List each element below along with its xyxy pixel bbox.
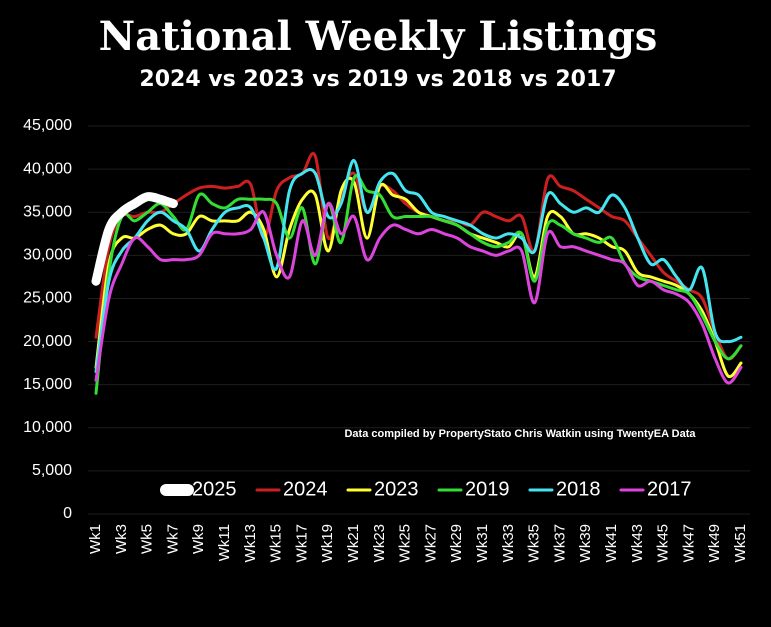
y-tick-label: 35,000 <box>23 203 72 220</box>
y-tick-label: 40,000 <box>23 160 72 177</box>
x-tick-label: Wk11 <box>216 524 233 561</box>
series-line <box>94 176 743 379</box>
series-line <box>94 174 743 395</box>
legend-label: 2018 <box>556 478 601 500</box>
y-tick-label: 25,000 <box>23 290 72 307</box>
y-tick-label: 5,000 <box>32 462 72 479</box>
series-line <box>94 202 743 385</box>
x-tick-label: Wk45 <box>655 524 672 562</box>
x-tick-label: Wk15 <box>268 524 285 562</box>
legend-label: 2025 <box>192 478 237 500</box>
y-tick-label: 45,000 <box>23 117 72 134</box>
x-tick-label: Wk51 <box>732 524 749 562</box>
x-tick-label: Wk13 <box>242 524 259 562</box>
series-line <box>91 192 178 286</box>
legend-label: 2023 <box>374 478 419 500</box>
x-tick-label: Wk5 <box>139 524 156 554</box>
x-tick-label: Wk35 <box>526 524 543 562</box>
x-tick-label: Wk19 <box>319 524 336 562</box>
x-tick-label: Wk1 <box>87 524 104 554</box>
legend-label: 2024 <box>283 478 328 500</box>
annotation: Data compiled by PropertyStato Chris Wat… <box>344 428 696 440</box>
x-tick-label: Wk47 <box>680 524 697 562</box>
legend-label: 2017 <box>647 478 692 500</box>
x-tick-label: Wk3 <box>113 524 130 554</box>
y-tick-label: 20,000 <box>23 333 72 350</box>
x-tick-label: Wk27 <box>422 524 439 562</box>
x-tick-label: Wk7 <box>164 524 181 554</box>
x-tick-label: Wk43 <box>629 524 646 562</box>
x-tick-label: Wk31 <box>474 524 491 562</box>
x-tick-label: Wk49 <box>706 524 723 562</box>
x-tick-label: Wk23 <box>371 524 388 562</box>
x-tick-label: Wk9 <box>190 524 207 554</box>
x-tick-label: Wk37 <box>551 524 568 562</box>
y-tick-label: 30,000 <box>23 247 72 264</box>
x-tick-label: Wk33 <box>500 524 517 562</box>
y-tick-label: 15,000 <box>23 376 72 393</box>
y-tick-label: 10,000 <box>23 419 72 436</box>
x-tick-label: Wk21 <box>345 524 362 562</box>
legend-label: 2019 <box>465 478 510 500</box>
x-tick-label: Wk25 <box>397 524 414 562</box>
chart-subtitle: 2024 vs 2023 vs 2019 vs 2018 vs 2017 <box>139 67 616 92</box>
y-tick-label: 0 <box>63 505 72 522</box>
x-tick-label: Wk17 <box>293 524 310 562</box>
x-tick-label: Wk41 <box>603 524 620 562</box>
chart-title: National Weekly Listings <box>99 13 658 60</box>
x-tick-label: Wk39 <box>577 524 594 562</box>
grid <box>88 125 750 515</box>
x-tick-label: Wk29 <box>448 524 465 562</box>
